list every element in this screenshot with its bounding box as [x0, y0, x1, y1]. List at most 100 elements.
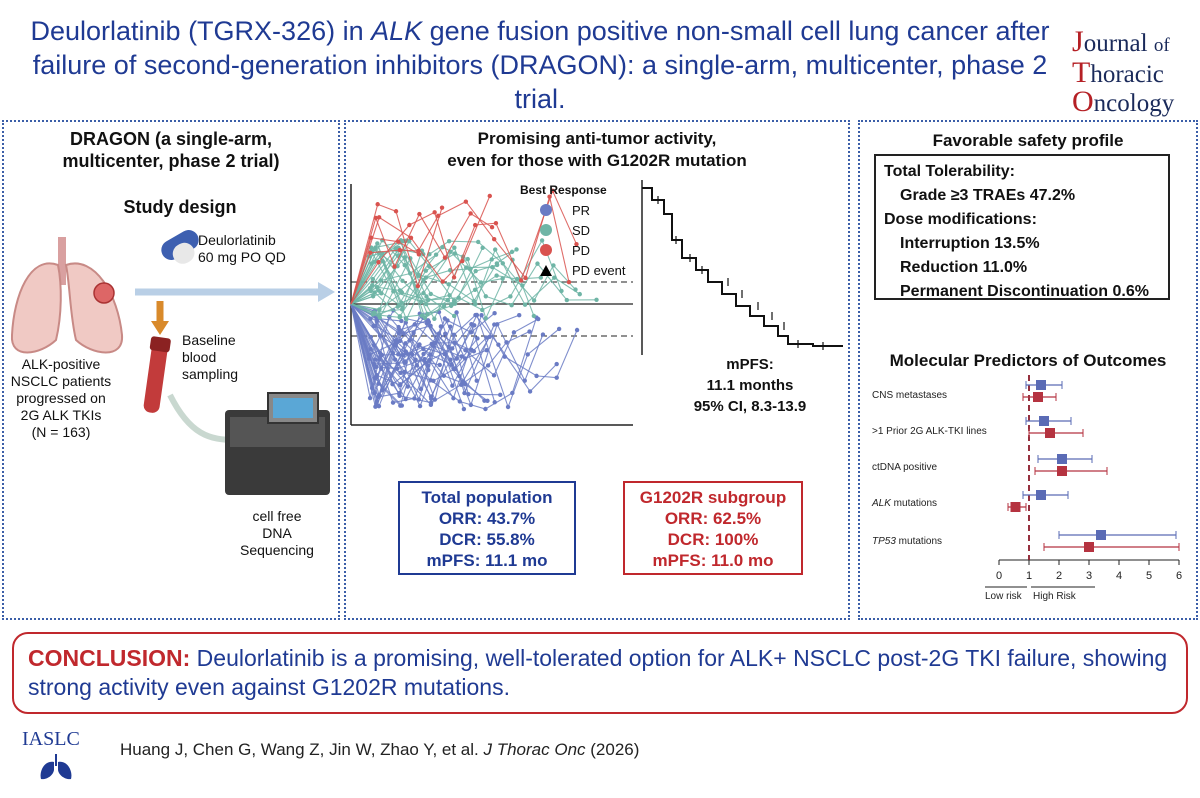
forest-row-alk: ALK mutations [872, 498, 938, 509]
km-label: mPFS: 11.1 months 95% CI, 8.3-13.9 [693, 356, 807, 415]
response-point [457, 399, 463, 404]
response-point [577, 291, 582, 297]
response-point [495, 322, 500, 327]
response-point [421, 290, 426, 296]
response-point [421, 351, 426, 357]
response-point [417, 403, 423, 409]
response-point [391, 289, 396, 294]
high-risk-label: High Risk [1033, 591, 1077, 602]
response-trajectory [350, 189, 578, 305]
response-point [451, 313, 457, 319]
response-point [492, 310, 497, 316]
response-point [398, 382, 403, 387]
response-point [469, 347, 474, 352]
response-point [511, 330, 517, 335]
response-point [422, 315, 428, 320]
response-point [428, 291, 433, 297]
response-point [463, 347, 468, 353]
response-point [397, 315, 402, 320]
citation: Huang J, Chen G, Wang Z, Jin W, Zhao Y, … [120, 740, 640, 759]
response-point [493, 220, 499, 226]
response-point [397, 390, 402, 396]
response-point [564, 297, 570, 303]
title-post: gene fusion positive non-small cell lung… [32, 16, 1050, 114]
response-point [538, 275, 543, 280]
response-point [527, 329, 532, 334]
sequencing-label: cell free DNA Sequencing [240, 508, 314, 558]
response-point [441, 303, 447, 309]
response-point [425, 311, 430, 317]
forest-plot: 0 1 2 3 4 5 6 Low risk High Risk [985, 375, 1182, 602]
response-point [473, 268, 478, 274]
response-point [439, 205, 445, 210]
response-point [396, 239, 401, 244]
response-point [421, 277, 426, 283]
response-point [484, 335, 489, 340]
response-point [370, 312, 376, 317]
response-point [574, 241, 579, 247]
sampling-label: Baseline blood sampling [182, 332, 239, 382]
response-point [525, 352, 530, 357]
response-point [479, 312, 484, 318]
response-point [417, 211, 422, 217]
response-point [394, 339, 400, 345]
response-point [494, 261, 500, 266]
response-point [551, 263, 556, 268]
forest-estimate [1057, 454, 1067, 464]
response-point [402, 359, 408, 364]
response-point [448, 324, 453, 329]
response-point [472, 287, 478, 292]
response-point [377, 333, 383, 338]
response-point [463, 265, 469, 270]
response-point [450, 383, 455, 388]
response-point [451, 275, 457, 280]
response-point [534, 373, 539, 379]
response-point [377, 350, 383, 356]
response-point [594, 297, 599, 302]
response-point [550, 188, 555, 193]
response-point [397, 327, 403, 333]
response-point [436, 213, 441, 219]
response-point [476, 239, 481, 245]
response-trajectory [350, 195, 491, 305]
legend-pd: PD [540, 240, 625, 260]
response-point [368, 235, 374, 240]
drug-label: Deulorlatinib 60 mg PO QD [198, 232, 286, 265]
response-point [465, 256, 470, 262]
response-point [380, 387, 385, 393]
response-point [367, 395, 373, 401]
response-point [370, 294, 376, 299]
total-population-box: Total population ORR: 43.7% DCR: 55.8% m… [398, 481, 576, 575]
response-point [432, 316, 437, 321]
response-point [527, 389, 533, 394]
response-point [446, 239, 452, 244]
response-point [474, 378, 479, 383]
response-point [390, 381, 395, 387]
response-point [448, 357, 453, 362]
response-point [531, 298, 537, 303]
infographic-title: Deulorlatinib (TGRX-326) in ALK gene fus… [20, 14, 1060, 116]
safety-box: Total Tolerability: Grade ≥3 TRAEs 47.2%… [874, 154, 1170, 300]
response-point [522, 302, 528, 307]
response-point [398, 370, 403, 375]
response-point [447, 293, 452, 298]
forest-row-prior-tki: >1 Prior 2G ALK-TKI lines [872, 426, 987, 437]
response-trajectory [350, 303, 472, 390]
response-point [539, 238, 545, 243]
title-italic: ALK [371, 16, 423, 46]
response-point [494, 273, 499, 278]
response-point [430, 343, 436, 348]
safety-heading: Favorable safety profile [932, 131, 1124, 150]
dragon-heading: DRAGON (a single-arm, multicenter, phase… [62, 129, 280, 171]
forest-estimate [1045, 428, 1055, 438]
forest-estimate [1039, 416, 1049, 426]
response-point [573, 287, 578, 292]
predictors-heading: Molecular Predictors of Outcomes [889, 351, 1167, 370]
response-point [522, 378, 527, 383]
response-point [531, 313, 537, 319]
forest-tick-label: 6 [1176, 570, 1182, 582]
response-trajectory [350, 237, 420, 305]
response-point [547, 194, 552, 199]
response-point [395, 366, 400, 371]
response-point [398, 403, 403, 408]
